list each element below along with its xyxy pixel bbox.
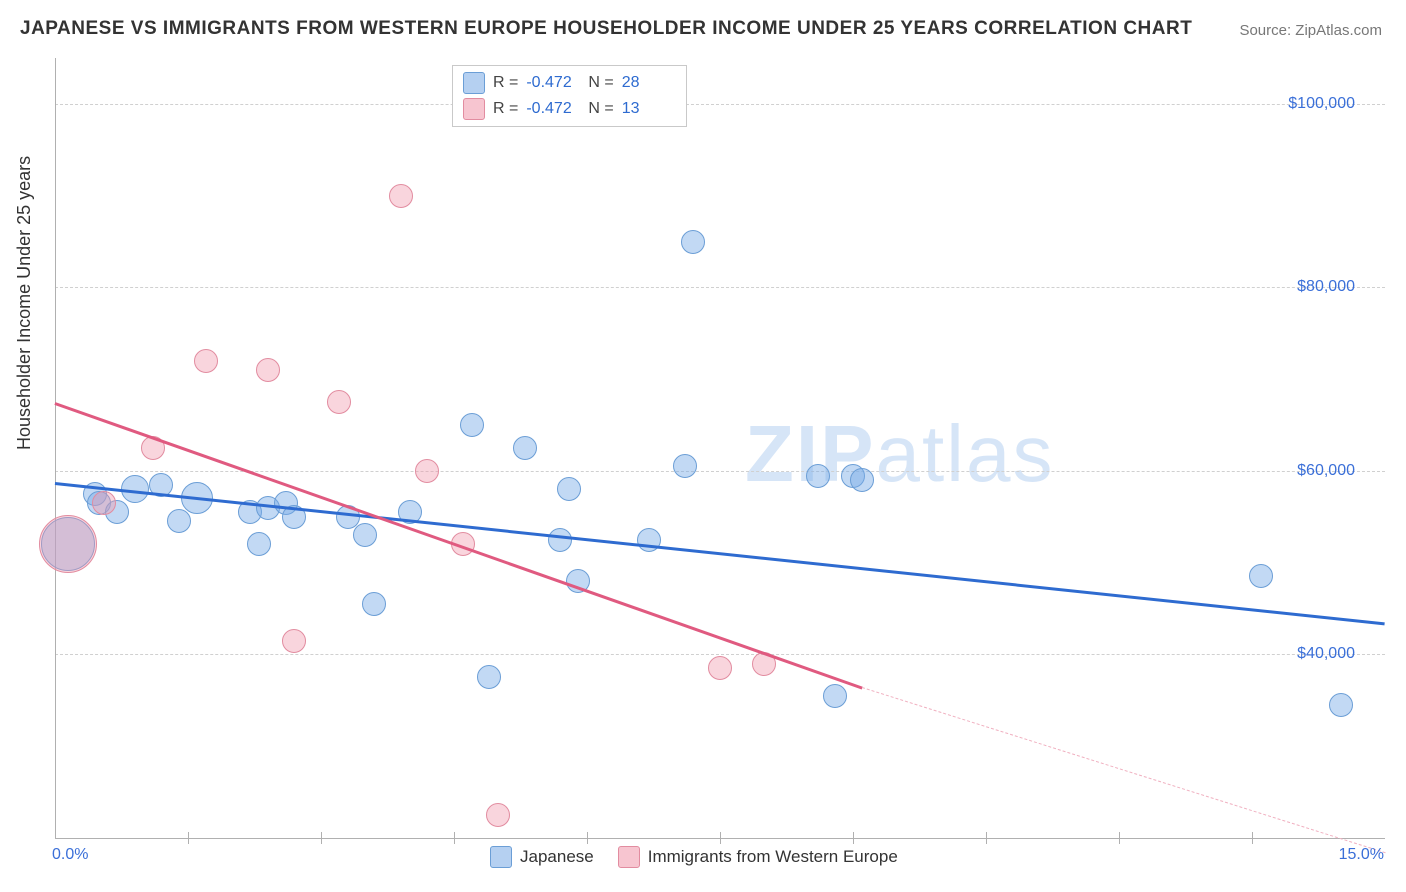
data-point (548, 528, 572, 552)
data-point (673, 454, 697, 478)
data-point (282, 629, 306, 653)
plot-area: ZIPatlas $40,000 $60,000 $80,000 $100,000 (55, 58, 1385, 838)
x-tick-mark (587, 832, 588, 844)
data-point (353, 523, 377, 547)
regression-line (862, 687, 1385, 853)
legend-series: Japanese Immigrants from Western Europe (490, 846, 898, 868)
watermark: ZIPatlas (745, 408, 1054, 500)
x-axis-min-label: 0.0% (52, 846, 88, 864)
data-point (708, 656, 732, 680)
x-tick-mark (188, 832, 189, 844)
n-label: N = (588, 100, 613, 118)
data-point (415, 459, 439, 483)
data-point (1249, 564, 1273, 588)
legend-stats-row: R = -0.472 N = 28 (463, 70, 676, 96)
watermark-rest: atlas (875, 409, 1054, 498)
legend-swatch (463, 98, 485, 120)
data-point (513, 436, 537, 460)
legend-swatch (618, 846, 640, 868)
data-point (92, 491, 116, 515)
n-value: 13 (622, 100, 676, 118)
data-point (477, 665, 501, 689)
data-point (39, 515, 97, 573)
x-axis-max-label: 15.0% (1339, 846, 1384, 864)
n-label: N = (588, 74, 613, 92)
legend-swatch (490, 846, 512, 868)
data-point (167, 509, 191, 533)
r-label: R = (493, 74, 518, 92)
x-tick-mark (986, 832, 987, 844)
source-attribution: Source: ZipAtlas.com (1239, 22, 1382, 39)
y-tick-label: $40,000 (1297, 645, 1355, 663)
y-axis-line (55, 58, 56, 838)
x-tick-mark (720, 832, 721, 844)
legend-stats-row: R = -0.472 N = 13 (463, 96, 676, 122)
y-axis-label: Householder Income Under 25 years (14, 156, 35, 450)
data-point (362, 592, 386, 616)
data-point (850, 468, 874, 492)
legend-item: Japanese (490, 846, 594, 868)
data-point (486, 803, 510, 827)
x-tick-mark (1252, 832, 1253, 844)
r-label: R = (493, 100, 518, 118)
regression-line (55, 402, 863, 689)
legend-label: Japanese (520, 847, 594, 867)
data-point (557, 477, 581, 501)
legend-label: Immigrants from Western Europe (648, 847, 898, 867)
x-tick-mark (853, 832, 854, 844)
grid-line (55, 104, 1385, 105)
y-tick-label: $60,000 (1297, 462, 1355, 480)
data-point (327, 390, 351, 414)
data-point (681, 230, 705, 254)
data-point (256, 358, 280, 382)
data-point (247, 532, 271, 556)
r-value: -0.472 (526, 74, 580, 92)
data-point (194, 349, 218, 373)
x-tick-mark (454, 832, 455, 844)
x-tick-mark (1119, 832, 1120, 844)
legend-stats-box: R = -0.472 N = 28 R = -0.472 N = 13 (452, 65, 687, 127)
data-point (823, 684, 847, 708)
grid-line (55, 287, 1385, 288)
data-point (1329, 693, 1353, 717)
chart-title: JAPANESE VS IMMIGRANTS FROM WESTERN EURO… (20, 18, 1192, 40)
x-tick-mark (321, 832, 322, 844)
legend-swatch (463, 72, 485, 94)
n-value: 28 (622, 74, 676, 92)
r-value: -0.472 (526, 100, 580, 118)
y-tick-label: $80,000 (1297, 278, 1355, 296)
data-point (460, 413, 484, 437)
legend-item: Immigrants from Western Europe (618, 846, 898, 868)
data-point (389, 184, 413, 208)
y-tick-label: $100,000 (1288, 95, 1355, 113)
data-point (806, 464, 830, 488)
